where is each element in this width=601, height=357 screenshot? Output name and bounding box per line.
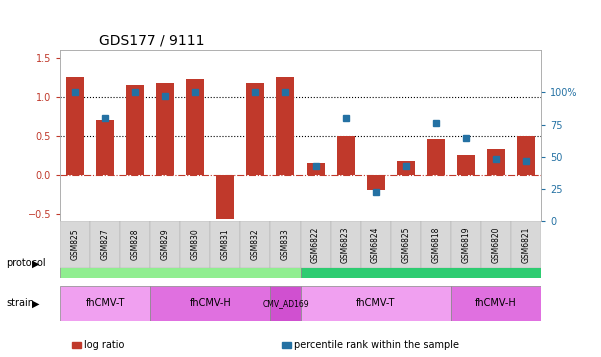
Bar bbox=[66, 77, 84, 175]
FancyBboxPatch shape bbox=[300, 221, 331, 268]
Text: GSM833: GSM833 bbox=[281, 229, 290, 260]
FancyBboxPatch shape bbox=[180, 221, 210, 268]
Text: GSM830: GSM830 bbox=[191, 229, 200, 260]
Text: GSM6821: GSM6821 bbox=[522, 226, 530, 263]
FancyBboxPatch shape bbox=[391, 221, 421, 268]
Text: GSM825: GSM825 bbox=[71, 229, 79, 260]
FancyBboxPatch shape bbox=[511, 221, 541, 268]
Bar bbox=[337, 136, 355, 175]
Bar bbox=[126, 85, 144, 175]
Text: ▶: ▶ bbox=[32, 298, 40, 308]
Bar bbox=[186, 79, 204, 175]
Text: GSM6824: GSM6824 bbox=[371, 226, 380, 263]
FancyBboxPatch shape bbox=[60, 248, 300, 278]
FancyBboxPatch shape bbox=[481, 221, 511, 268]
Bar bbox=[307, 163, 325, 175]
Text: GSM829: GSM829 bbox=[161, 229, 169, 260]
Text: fhCMV-T: fhCMV-T bbox=[356, 298, 395, 308]
Text: active: active bbox=[163, 258, 197, 268]
FancyBboxPatch shape bbox=[60, 286, 150, 321]
Text: fhCMV-T: fhCMV-T bbox=[85, 298, 125, 308]
Text: GSM832: GSM832 bbox=[251, 229, 260, 260]
Text: GSM831: GSM831 bbox=[221, 229, 230, 260]
Text: strain: strain bbox=[6, 298, 34, 308]
Text: protocol: protocol bbox=[6, 258, 46, 268]
Text: CMV_AD169: CMV_AD169 bbox=[262, 299, 309, 308]
Text: GSM6818: GSM6818 bbox=[432, 226, 440, 263]
Bar bbox=[246, 83, 264, 175]
Text: fhCMV-H: fhCMV-H bbox=[189, 298, 231, 308]
Text: percentile rank within the sample: percentile rank within the sample bbox=[294, 340, 460, 350]
FancyBboxPatch shape bbox=[270, 286, 300, 321]
Bar bbox=[96, 120, 114, 175]
FancyBboxPatch shape bbox=[240, 221, 270, 268]
Bar bbox=[156, 83, 174, 175]
FancyBboxPatch shape bbox=[331, 221, 361, 268]
FancyBboxPatch shape bbox=[451, 286, 541, 321]
FancyBboxPatch shape bbox=[120, 221, 150, 268]
Text: fhCMV-H: fhCMV-H bbox=[475, 298, 517, 308]
Text: GSM6823: GSM6823 bbox=[341, 226, 350, 263]
FancyBboxPatch shape bbox=[150, 221, 180, 268]
Text: UV-inactivated: UV-inactivated bbox=[380, 258, 462, 268]
FancyBboxPatch shape bbox=[421, 221, 451, 268]
Text: GSM828: GSM828 bbox=[131, 229, 139, 260]
Text: GSM6819: GSM6819 bbox=[462, 226, 470, 263]
FancyBboxPatch shape bbox=[451, 221, 481, 268]
Bar bbox=[276, 77, 294, 175]
FancyBboxPatch shape bbox=[90, 221, 120, 268]
Text: GSM827: GSM827 bbox=[101, 229, 109, 260]
Text: GSM6822: GSM6822 bbox=[311, 226, 320, 263]
Text: GSM6825: GSM6825 bbox=[401, 226, 410, 263]
Bar bbox=[457, 155, 475, 175]
Bar bbox=[367, 175, 385, 190]
Text: GDS177 / 9111: GDS177 / 9111 bbox=[99, 34, 204, 47]
FancyBboxPatch shape bbox=[210, 221, 240, 268]
FancyBboxPatch shape bbox=[270, 221, 300, 268]
FancyBboxPatch shape bbox=[300, 286, 451, 321]
FancyBboxPatch shape bbox=[361, 221, 391, 268]
FancyBboxPatch shape bbox=[300, 248, 541, 278]
Bar bbox=[487, 149, 505, 175]
FancyBboxPatch shape bbox=[150, 286, 270, 321]
Bar bbox=[427, 139, 445, 175]
Bar bbox=[216, 175, 234, 219]
Bar bbox=[517, 136, 535, 175]
Text: log ratio: log ratio bbox=[84, 340, 124, 350]
FancyBboxPatch shape bbox=[60, 221, 90, 268]
Bar bbox=[397, 161, 415, 175]
Text: ▶: ▶ bbox=[32, 258, 40, 268]
Text: GSM6820: GSM6820 bbox=[492, 226, 500, 263]
